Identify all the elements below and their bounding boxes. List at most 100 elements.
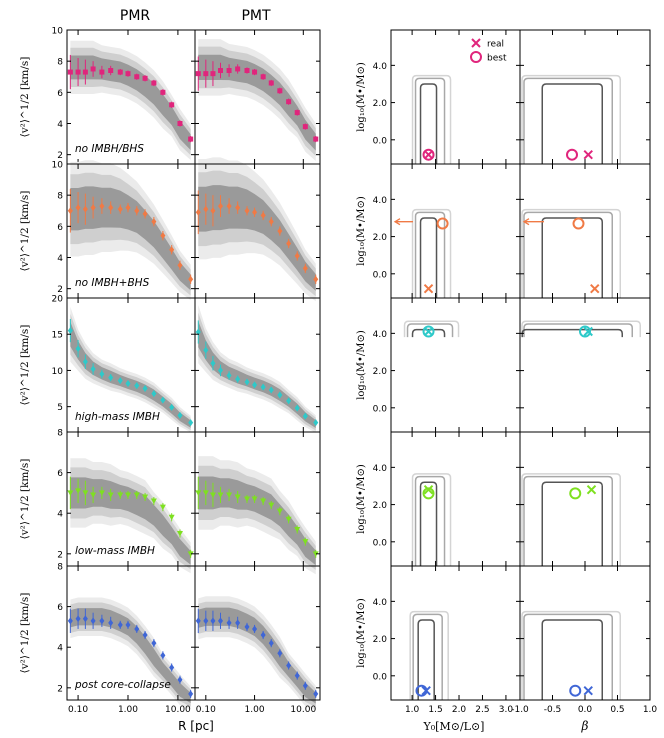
data-point: [235, 619, 241, 627]
data-point: [244, 68, 250, 74]
arrow-indicator: [522, 218, 544, 226]
y-tick-label: 4: [57, 510, 63, 520]
panel-frame: [390, 163, 521, 299]
contour-outer: [521, 74, 621, 164]
legend-best-icon: [470, 51, 482, 63]
x-tick-label: 0.10: [196, 705, 216, 715]
y-tick-label: 10: [52, 367, 64, 377]
data-point: [268, 218, 274, 226]
panel-frame: [519, 163, 651, 299]
data-point: [187, 551, 194, 557]
contour-inner: [541, 83, 603, 164]
upsilon-mass-panel-row-0: 0.0 2.0 4.0: [373, 29, 521, 165]
data-point: [188, 136, 194, 142]
data-point: [195, 71, 201, 77]
y-tick-label: 8: [57, 58, 63, 68]
data-point: [75, 615, 81, 623]
y-tick-label: 2: [57, 550, 63, 560]
data-point: [142, 631, 148, 639]
data-point: [302, 412, 308, 420]
pmr-panel-row-1: 2 4 6 8 10: [52, 160, 196, 301]
beta-mass-panel-row-4: -1.0 -0.5 0.0 0.5 1.0: [511, 565, 657, 715]
data-point: [244, 207, 250, 215]
data-point: [125, 621, 131, 629]
data-point: [260, 383, 266, 391]
data-point: [302, 682, 308, 690]
x-label-upsilon: Υ₀[M⊙/L⊙]: [423, 720, 485, 733]
contour-outer: [403, 320, 460, 338]
y-axis-label-mass: log₁₀(M•/M⊙): [356, 464, 367, 534]
y-axis-label: ⟨v²⟩^1/2 [km/s]: [19, 459, 31, 540]
data-point: [294, 672, 300, 680]
contour-outer: [521, 208, 621, 298]
data-point: [177, 676, 183, 684]
data-point: [90, 492, 97, 498]
y-axis-label: ⟨v²⟩^1/2 [km/s]: [19, 191, 31, 272]
upsilon-mass-panel-row-3: 0.0 2.0 4.0: [373, 431, 521, 567]
real-marker: [583, 685, 593, 696]
data-point: [82, 358, 88, 366]
y-tick-label: 8: [57, 192, 63, 202]
row-2: 5 10 15 20 high-mass IMBH ⟨v²⟩^1/2 [km/s] 0.0 2…: [19, 295, 651, 433]
data-point: [260, 498, 267, 505]
data-point: [160, 89, 166, 95]
row-4: 2 4 6 8 0.10 1.00 10.00 0.10 1.00 10.00 post core-…: [19, 563, 657, 716]
data-point: [203, 71, 209, 77]
y-tick-label: 15: [52, 331, 63, 341]
data-point: [234, 494, 241, 500]
contour-inner: [419, 481, 438, 566]
y-tick-label: 0.0: [373, 672, 388, 682]
data-point: [294, 110, 300, 116]
contour-middle: [523, 77, 613, 164]
data-point: [124, 492, 131, 498]
data-point: [226, 492, 233, 498]
data-point: [203, 205, 209, 213]
data-point: [277, 649, 283, 657]
best-marker: [422, 487, 435, 500]
y-tick-label: 2.0: [373, 367, 388, 377]
row-label: no IMBH+BHS: [75, 277, 150, 289]
beta-mass-panel-row-0: [519, 29, 651, 165]
data-point: [277, 88, 283, 94]
data-point: [294, 404, 300, 412]
data-point: [252, 625, 258, 633]
y-axis-label-mass: log₁₀(M•/M⊙): [356, 330, 367, 400]
data-point: [151, 390, 157, 398]
data-point: [125, 71, 131, 77]
data-point: [151, 218, 157, 226]
y-tick-label: 6: [57, 89, 63, 99]
contour-middle: [414, 211, 446, 298]
y-tick-label: 0.0: [373, 270, 388, 280]
contour-outer: [521, 610, 621, 700]
data-point: [252, 381, 258, 389]
contour-inner: [541, 481, 603, 566]
data-point: [188, 275, 194, 283]
data-point: [90, 66, 96, 72]
arrow-indicator: [393, 218, 413, 226]
data-point: [195, 208, 201, 216]
y-tick-label: 8: [57, 429, 63, 439]
contour-middle: [523, 613, 613, 700]
data-point: [107, 492, 114, 498]
y-tick-label: 0.0: [373, 538, 388, 548]
legend-real-label: real: [487, 40, 504, 50]
best-marker: [579, 325, 591, 338]
y-tick-label: 4.0: [373, 464, 388, 474]
x-tick-label: 0.0: [578, 705, 593, 715]
data-point: [67, 490, 74, 496]
y-tick-label: 2.0: [373, 501, 388, 511]
data-point: [226, 68, 232, 74]
data-point: [160, 232, 166, 240]
data-point: [99, 617, 105, 625]
data-point: [203, 617, 209, 625]
upsilon-mass-panel-row-1: 0.0 2.0 4.0: [373, 163, 521, 299]
panel-frame: [519, 297, 651, 433]
data-point: [268, 639, 274, 647]
y-tick-label: 2.0: [373, 99, 388, 109]
data-point: [108, 204, 114, 212]
data-point: [82, 69, 88, 75]
x-tick-label: 3.0: [499, 705, 514, 715]
data-point: [75, 204, 81, 212]
data-point: [82, 615, 88, 623]
data-point: [125, 204, 131, 212]
